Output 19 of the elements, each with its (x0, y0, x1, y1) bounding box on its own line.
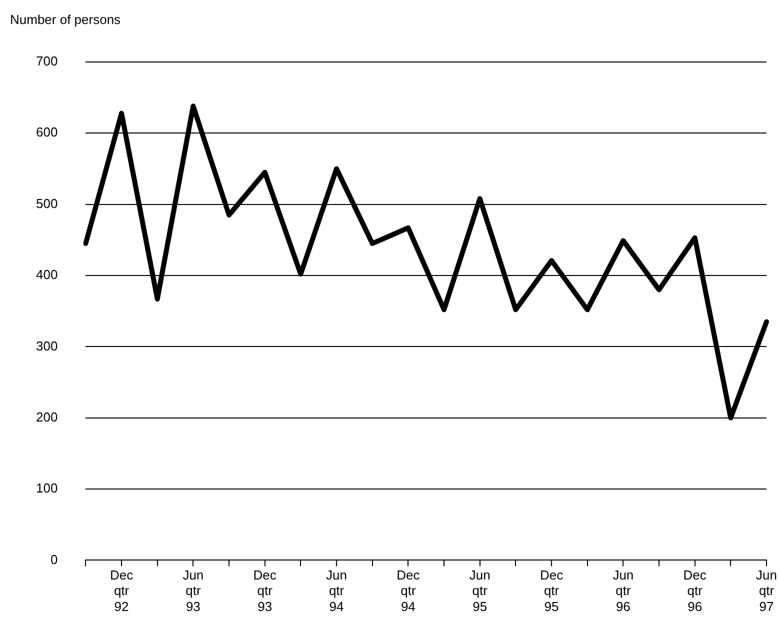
x-tick-label: Jun qtr 95 (469, 568, 490, 614)
y-tick-label: 200 (36, 409, 58, 424)
x-tick-label: Dec qtr 94 (396, 568, 420, 614)
x-tick-label: Jun qtr 96 (612, 568, 634, 614)
y-tick-label: 600 (36, 124, 58, 140)
y-tick-label: 0 (50, 552, 58, 567)
x-tick-label: Jun qtr 94 (326, 568, 348, 614)
x-tick-label: Dec qtr 95 (540, 568, 564, 614)
x-tick-label: Jun qtr 93 (182, 568, 204, 614)
y-tick-label: 700 (36, 54, 58, 69)
x-tick-label: Jun qtr 97 (756, 568, 778, 614)
x-tick-label: Dec qtr 93 (253, 568, 277, 614)
y-tick-label: 100 (36, 480, 58, 496)
x-tick-label: Dec qtr 92 (110, 568, 134, 614)
x-tick-label: Dec qtr 96 (683, 568, 707, 614)
y-tick-label: 300 (36, 338, 58, 354)
y-tick-label: 500 (36, 196, 58, 211)
y-tick-label: 400 (36, 267, 58, 282)
y-axis-title: Number of persons (10, 12, 121, 27)
